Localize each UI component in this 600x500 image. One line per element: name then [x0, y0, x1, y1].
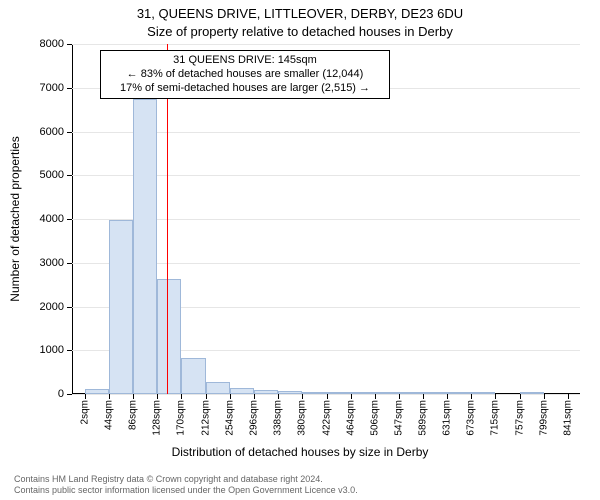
histogram-bar — [254, 390, 278, 394]
ytick-label: 3000 — [40, 257, 64, 269]
histogram-bar — [375, 392, 399, 394]
xtick-label: 338sqm — [273, 400, 284, 436]
xtick-mark — [423, 394, 424, 399]
xtick-mark — [278, 394, 279, 399]
histogram-bar — [206, 382, 230, 394]
histogram-bar — [109, 220, 133, 394]
xtick-label: 170sqm — [176, 400, 187, 436]
x-axis-label: Distribution of detached houses by size … — [0, 445, 600, 459]
histogram-bar — [278, 391, 302, 394]
ytick-label: 1000 — [40, 344, 64, 356]
histogram-bar — [351, 392, 375, 394]
xtick-mark — [109, 394, 110, 399]
footer-line-2: Contains public sector information licen… — [14, 485, 358, 496]
ytick-mark — [67, 44, 72, 45]
xtick-label: 673sqm — [466, 400, 477, 436]
chart-title: 31, QUEENS DRIVE, LITTLEOVER, DERBY, DE2… — [0, 6, 600, 21]
ytick-mark — [67, 219, 72, 220]
histogram-bar — [520, 392, 544, 394]
ytick-label: 4000 — [40, 213, 64, 225]
footer-attribution: Contains HM Land Registry data © Crown c… — [14, 474, 358, 496]
histogram-bar — [471, 392, 495, 394]
xtick-mark — [399, 394, 400, 399]
ytick-mark — [67, 88, 72, 89]
annotation-line: 17% of semi-detached houses are larger (… — [107, 82, 383, 96]
figure: 31, QUEENS DRIVE, LITTLEOVER, DERBY, DE2… — [0, 0, 600, 500]
xtick-label: 547sqm — [393, 400, 404, 436]
xtick-label: 841sqm — [562, 400, 573, 436]
xtick-label: 128sqm — [152, 400, 163, 436]
footer-line-1: Contains HM Land Registry data © Crown c… — [14, 474, 358, 485]
histogram-bar — [157, 279, 181, 394]
xtick-label: 86sqm — [128, 400, 139, 430]
xtick-mark — [351, 394, 352, 399]
xtick-label: 212sqm — [200, 400, 211, 436]
chart-subtitle: Size of property relative to detached ho… — [0, 24, 600, 39]
xtick-mark — [568, 394, 569, 399]
xtick-label: 44sqm — [103, 400, 114, 430]
ytick-label: 6000 — [40, 126, 64, 138]
xtick-mark — [375, 394, 376, 399]
xtick-mark — [495, 394, 496, 399]
annotation-line: 31 QUEENS DRIVE: 145sqm — [107, 54, 383, 68]
xtick-label: 757sqm — [514, 400, 525, 436]
ytick-mark — [67, 394, 72, 395]
xtick-mark — [544, 394, 545, 399]
ytick-label: 5000 — [40, 169, 64, 181]
xtick-mark — [181, 394, 182, 399]
ytick-mark — [67, 307, 72, 308]
xtick-mark — [230, 394, 231, 399]
xtick-label: 296sqm — [249, 400, 260, 436]
histogram-bar — [85, 389, 109, 394]
annotation-box: 31 QUEENS DRIVE: 145sqm← 83% of detached… — [100, 50, 390, 99]
xtick-mark — [447, 394, 448, 399]
histogram-bar — [423, 392, 447, 394]
histogram-bar — [399, 392, 423, 394]
histogram-bar — [230, 388, 254, 394]
ytick-mark — [67, 175, 72, 176]
xtick-label: 799sqm — [538, 400, 549, 436]
xtick-label: 464sqm — [345, 400, 356, 436]
xtick-mark — [254, 394, 255, 399]
ytick-label: 8000 — [40, 38, 64, 50]
xtick-mark — [206, 394, 207, 399]
ytick-mark — [67, 263, 72, 264]
xtick-label: 380sqm — [297, 400, 308, 436]
xtick-label: 422sqm — [321, 400, 332, 436]
xtick-label: 506sqm — [369, 400, 380, 436]
grid-line — [72, 44, 580, 45]
xtick-mark — [157, 394, 158, 399]
xtick-mark — [85, 394, 86, 399]
xtick-mark — [520, 394, 521, 399]
ytick-label: 7000 — [40, 82, 64, 94]
histogram-bar — [181, 358, 205, 394]
xtick-mark — [471, 394, 472, 399]
xtick-label: 2sqm — [79, 400, 90, 424]
histogram-bar — [302, 392, 326, 394]
ytick-mark — [67, 132, 72, 133]
annotation-line: ← 83% of detached houses are smaller (12… — [107, 68, 383, 82]
xtick-mark — [327, 394, 328, 399]
histogram-bar — [447, 392, 471, 394]
ytick-mark — [67, 350, 72, 351]
histogram-bar — [133, 99, 157, 394]
ytick-label: 0 — [58, 388, 64, 400]
xtick-label: 589sqm — [417, 400, 428, 436]
xtick-mark — [302, 394, 303, 399]
xtick-label: 254sqm — [224, 400, 235, 436]
ytick-label: 2000 — [40, 301, 64, 313]
histogram-bar — [327, 392, 351, 394]
xtick-label: 715sqm — [490, 400, 501, 436]
xtick-label: 631sqm — [441, 400, 452, 436]
xtick-mark — [133, 394, 134, 399]
